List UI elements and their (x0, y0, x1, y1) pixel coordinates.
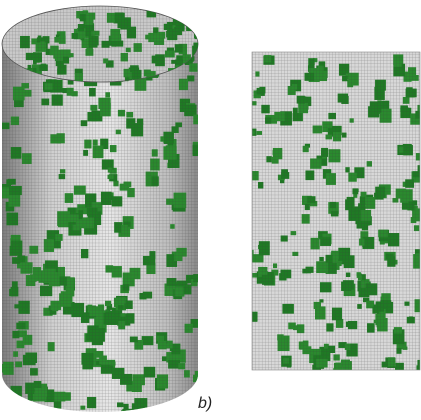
aggregate (178, 11, 185, 16)
aggregate (196, 28, 202, 35)
aggregate (199, 147, 211, 156)
aggregate (173, 412, 183, 420)
aggregate (204, 138, 211, 145)
aggregate (149, 4, 154, 8)
aggregate (180, 409, 191, 419)
aggregate (14, 413, 27, 420)
aggregate (187, 396, 198, 408)
aggregate (175, 6, 181, 10)
aggregate (195, 28, 201, 35)
mesh (252, 52, 420, 370)
mesh (2, 44, 198, 412)
mesh (2, 6, 198, 82)
aggregate (198, 61, 208, 71)
figure: b) (0, 0, 421, 420)
aggregate (339, 371, 344, 377)
aggregate (187, 21, 192, 26)
caption: b) (198, 395, 212, 412)
aggregate (197, 146, 206, 154)
aggregate (178, 410, 190, 420)
aggregate (121, 410, 131, 419)
aggregate (177, 6, 183, 11)
aggregate (180, 7, 187, 15)
aggregate (10, 414, 19, 420)
aggregate (183, 8, 193, 16)
aggregate (203, 148, 216, 164)
cylinder (0, 4, 216, 420)
aggregate (8, 409, 15, 417)
section (249, 52, 421, 378)
